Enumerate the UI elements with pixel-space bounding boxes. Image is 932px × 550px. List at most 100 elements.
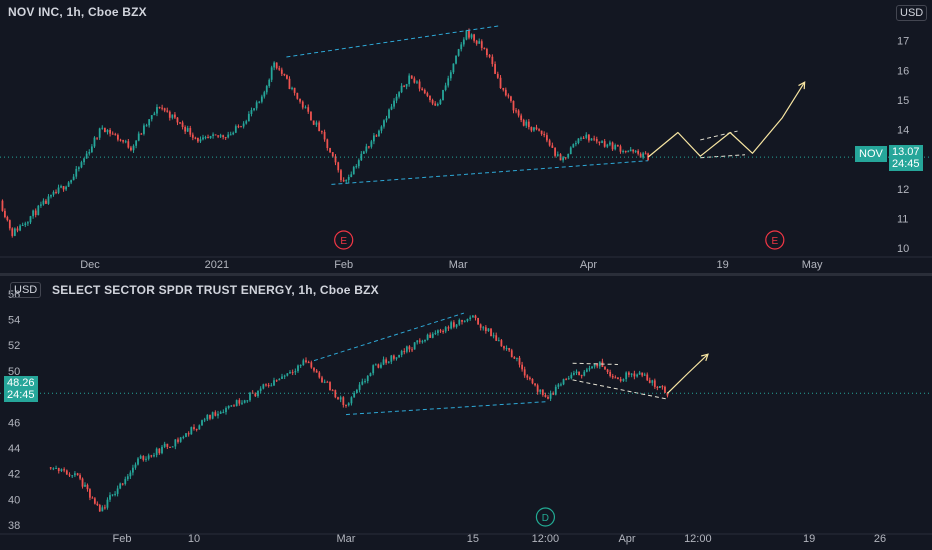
nov-candle-body xyxy=(601,141,603,143)
nov-candle-body xyxy=(307,107,310,112)
xle-candle-body xyxy=(334,390,337,398)
nov-candle-body xyxy=(103,127,106,133)
nov-candle-body xyxy=(473,34,476,41)
pane-divider[interactable] xyxy=(0,273,932,276)
nov-candle-body xyxy=(365,146,368,152)
xle-candle-body xyxy=(307,362,310,364)
nov-candle-body xyxy=(447,78,450,86)
nov-candle-body xyxy=(114,134,117,136)
xle-candle-body xyxy=(619,379,622,381)
xle-candle-body xyxy=(614,377,617,379)
xle-y-tick-44: 44 xyxy=(8,443,20,455)
xle-price-tag: 48.26 24:45 xyxy=(4,376,38,402)
nov-candle-body xyxy=(580,137,582,139)
nov-event-marker-1 xyxy=(765,230,785,250)
xle-candle-body xyxy=(661,386,664,388)
xle-candle-body xyxy=(337,397,339,400)
nov-candle-body xyxy=(217,135,220,137)
nov-candle-body xyxy=(380,126,383,131)
xle-candle-body xyxy=(289,372,291,374)
xle-candle-body xyxy=(201,420,203,426)
nov-candle-body xyxy=(310,111,312,121)
xle-candle-body xyxy=(372,365,375,374)
nov-symbol-tag: NOV xyxy=(855,146,887,162)
xle-x-tick-Mar: Mar xyxy=(337,533,356,545)
nov-candle-body xyxy=(166,110,169,112)
xle-candle-body xyxy=(447,327,450,329)
xle-candle-body xyxy=(562,379,565,385)
nov-candle-body xyxy=(637,150,640,154)
nov-currency-label[interactable]: USD xyxy=(896,5,928,21)
xle-candle-body xyxy=(646,374,649,381)
nov-candle-body xyxy=(642,153,645,158)
nov-chart-title: NOV INC, 1h, Cboe BZX xyxy=(8,5,147,19)
xle-candle-body xyxy=(109,495,111,500)
nov-candle-body xyxy=(268,79,271,87)
xle-candle-body xyxy=(230,405,233,407)
nov-candle-body xyxy=(530,127,533,131)
xle-candle-body xyxy=(313,367,315,371)
nov-candle-body xyxy=(52,191,55,195)
nov-candle-body xyxy=(19,225,21,231)
nov-candle-body xyxy=(156,107,158,114)
xle-chart-svg[interactable]: 56545250484644424038Feb10Mar1512:00Apr12… xyxy=(0,276,932,550)
nov-last-price: 13.07 xyxy=(892,146,920,158)
xle-candle-body xyxy=(55,468,57,470)
xle-x-tick-12:00: 12:00 xyxy=(684,533,712,545)
xle-candle-body xyxy=(588,368,591,370)
nov-candle-body xyxy=(408,75,411,85)
nov-candle-body xyxy=(145,125,148,127)
xle-candle-body xyxy=(297,365,299,372)
xle-chart-pane[interactable]: 56545250484644424038Feb10Mar1512:00Apr12… xyxy=(0,276,932,550)
nov-chart-pane[interactable]: 1716151413121110Dec2021FebMarApr19MayEE … xyxy=(0,0,932,273)
xle-candle-body xyxy=(278,378,281,381)
nov-chart-svg[interactable]: 1716151413121110Dec2021FebMarApr19MayEE xyxy=(0,0,932,273)
nov-candle-body xyxy=(400,85,403,93)
xle-candle-body xyxy=(578,371,580,376)
xle-candle-body xyxy=(111,494,114,496)
nov-candle-body xyxy=(551,145,554,148)
nov-candle-body xyxy=(320,131,323,133)
xle-candle-body xyxy=(305,360,307,363)
nov-candle-body xyxy=(227,134,230,138)
nov-candle-body xyxy=(413,78,416,83)
xle-candle-body xyxy=(444,327,447,332)
xle-candle-body xyxy=(557,384,560,387)
xle-candle-body xyxy=(472,315,474,318)
xle-candle-body xyxy=(523,369,526,376)
xle-currency-label[interactable]: USD xyxy=(10,282,42,298)
nov-candle-body xyxy=(485,48,488,56)
nov-candle-body xyxy=(6,217,9,221)
nov-candle-body xyxy=(347,176,350,180)
nov-candle-body xyxy=(137,133,140,141)
xle-candle-body xyxy=(283,375,286,377)
nov-candle-body xyxy=(117,134,119,140)
xle-candle-body xyxy=(565,379,568,381)
xle-candle-body xyxy=(161,446,163,454)
xle-candle-body xyxy=(570,374,573,379)
xle-candle-body xyxy=(190,427,193,435)
nov-candle-body xyxy=(525,121,528,126)
xle-candle-body xyxy=(434,332,437,334)
nov-candle-body xyxy=(1,200,4,211)
xle-candle-body xyxy=(560,384,562,386)
nov-candle-body xyxy=(595,138,598,142)
nov-candle-body xyxy=(101,127,104,129)
nov-candle-body xyxy=(352,167,355,175)
nov-countdown: 24:45 xyxy=(892,158,920,170)
nov-candle-body xyxy=(296,92,299,99)
xle-x-tick-Apr: Apr xyxy=(618,533,635,545)
nov-candle-body xyxy=(109,129,111,134)
xle-candle-body xyxy=(91,497,94,499)
xle-candle-body xyxy=(145,458,147,460)
xle-candle-body xyxy=(429,334,432,338)
xle-candle-body xyxy=(450,322,453,329)
xle-candle-body xyxy=(580,375,583,377)
nov-candle-body xyxy=(480,41,483,48)
nov-candle-body xyxy=(629,149,632,152)
xle-candle-body xyxy=(233,405,235,407)
nov-candle-body xyxy=(431,100,434,104)
xle-candle-body xyxy=(241,402,243,404)
nov-candle-body xyxy=(224,137,227,139)
nov-candle-body xyxy=(77,167,80,169)
